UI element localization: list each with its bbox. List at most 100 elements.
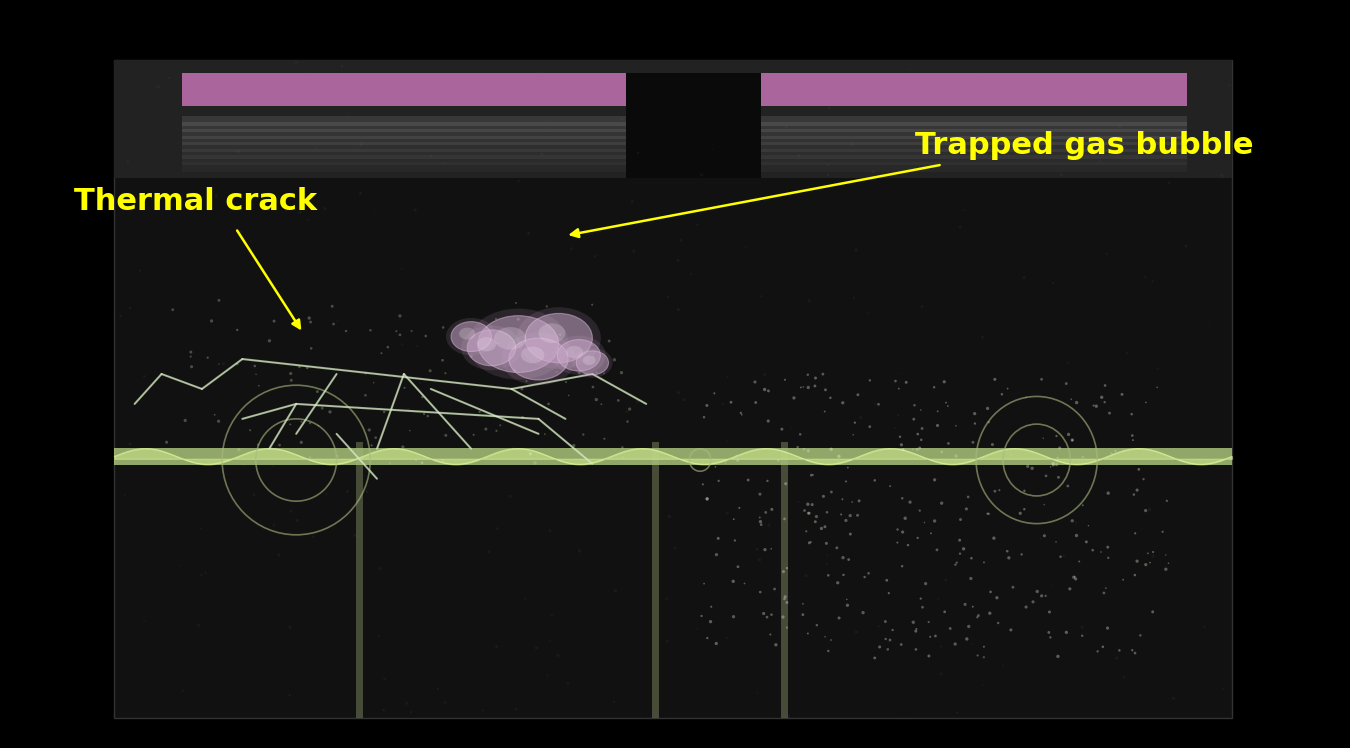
Point bbox=[302, 530, 324, 542]
Point bbox=[760, 609, 782, 621]
Point bbox=[1098, 487, 1119, 499]
Point bbox=[749, 488, 771, 500]
Point bbox=[956, 633, 977, 645]
Point bbox=[805, 516, 826, 528]
Point bbox=[269, 439, 290, 451]
Point bbox=[664, 542, 686, 554]
Point bbox=[792, 598, 814, 610]
Point bbox=[466, 336, 487, 348]
Point bbox=[984, 373, 1006, 385]
Point bbox=[585, 251, 606, 263]
Point bbox=[433, 157, 455, 169]
Point bbox=[879, 480, 900, 492]
Point bbox=[927, 593, 949, 605]
Point bbox=[846, 509, 868, 521]
Point bbox=[369, 630, 390, 642]
Point bbox=[911, 423, 933, 435]
Point bbox=[813, 491, 834, 503]
Point bbox=[882, 624, 903, 636]
Point bbox=[486, 425, 508, 437]
Point bbox=[201, 315, 223, 327]
Point bbox=[1031, 590, 1053, 602]
Point bbox=[730, 407, 752, 419]
Point bbox=[946, 707, 968, 719]
Point bbox=[1126, 484, 1147, 496]
Point bbox=[279, 622, 301, 634]
Point bbox=[531, 148, 552, 160]
Point bbox=[888, 367, 910, 379]
Point bbox=[190, 523, 212, 535]
Point bbox=[717, 371, 738, 383]
Point bbox=[1049, 442, 1071, 454]
Point bbox=[760, 543, 782, 555]
Point bbox=[792, 609, 814, 621]
Point bbox=[134, 370, 155, 382]
Point bbox=[208, 295, 230, 307]
Point bbox=[197, 352, 219, 364]
Point bbox=[778, 711, 799, 723]
Point bbox=[1048, 651, 1069, 663]
Point bbox=[796, 369, 818, 381]
Point bbox=[991, 388, 1012, 400]
Point bbox=[876, 574, 898, 586]
Point bbox=[194, 567, 216, 579]
Point bbox=[838, 554, 860, 565]
Ellipse shape bbox=[525, 313, 593, 363]
Point bbox=[463, 429, 485, 441]
Point bbox=[680, 269, 702, 280]
Point bbox=[759, 519, 780, 531]
Point bbox=[915, 577, 937, 589]
Point bbox=[490, 420, 512, 432]
Point bbox=[181, 361, 202, 373]
Point bbox=[956, 503, 977, 515]
Point bbox=[659, 510, 680, 522]
Point bbox=[582, 381, 603, 393]
Point bbox=[1111, 388, 1133, 400]
Point bbox=[1056, 626, 1077, 638]
Point bbox=[603, 696, 625, 708]
Point bbox=[776, 596, 798, 608]
Point bbox=[864, 398, 886, 410]
Point bbox=[508, 313, 529, 325]
Point bbox=[846, 389, 868, 401]
Point bbox=[1142, 546, 1164, 558]
Point bbox=[755, 544, 776, 556]
Point bbox=[1014, 485, 1035, 497]
Point bbox=[814, 521, 836, 533]
Point bbox=[1125, 647, 1146, 659]
Point bbox=[888, 383, 910, 395]
Point bbox=[213, 358, 235, 370]
Point bbox=[884, 422, 906, 434]
Point bbox=[612, 452, 633, 464]
Point bbox=[1045, 536, 1066, 548]
Point bbox=[290, 416, 312, 428]
Point bbox=[298, 312, 320, 324]
Point bbox=[520, 448, 541, 460]
FancyBboxPatch shape bbox=[182, 156, 1188, 165]
Point bbox=[892, 526, 914, 538]
Point bbox=[845, 244, 867, 256]
Point bbox=[505, 297, 526, 309]
Point bbox=[1137, 548, 1158, 560]
Point bbox=[1099, 407, 1120, 419]
Point bbox=[907, 428, 929, 440]
Ellipse shape bbox=[467, 330, 516, 366]
Point bbox=[918, 80, 940, 92]
Point bbox=[1038, 606, 1060, 618]
Point bbox=[1134, 271, 1156, 283]
Point bbox=[364, 432, 386, 444]
Point bbox=[1057, 480, 1079, 492]
Point bbox=[1139, 557, 1161, 568]
Ellipse shape bbox=[517, 307, 601, 369]
Point bbox=[798, 381, 819, 393]
Point bbox=[875, 616, 896, 628]
Point bbox=[594, 433, 616, 445]
Point bbox=[722, 575, 744, 587]
Point bbox=[1050, 551, 1072, 562]
Point bbox=[792, 444, 814, 456]
Point bbox=[170, 560, 192, 571]
Point bbox=[775, 478, 796, 490]
Point bbox=[394, 381, 416, 393]
Point bbox=[1022, 79, 1044, 91]
Point bbox=[460, 350, 482, 362]
